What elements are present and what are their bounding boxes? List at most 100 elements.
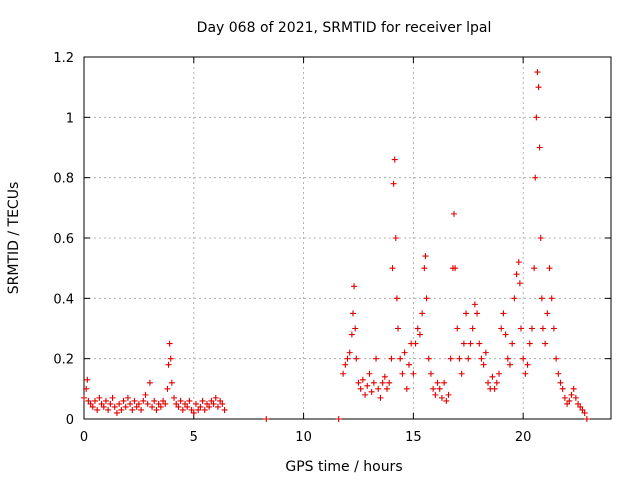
data-point <box>434 379 441 386</box>
data-point <box>190 409 197 416</box>
data-point <box>557 379 564 386</box>
data-point <box>564 400 571 407</box>
y-tick-label: 1.2 <box>53 51 74 66</box>
data-point <box>441 379 448 386</box>
data-point <box>217 397 224 404</box>
data-point <box>348 331 355 338</box>
data-point <box>214 403 221 410</box>
data-point <box>443 397 450 404</box>
data-point <box>263 416 270 422</box>
data-point <box>498 325 505 332</box>
y-tick-label: 1 <box>66 111 74 126</box>
data-point <box>351 283 358 290</box>
y-tick-label: 0 <box>66 413 74 428</box>
data-point <box>579 406 586 413</box>
data-point <box>375 385 382 392</box>
data-point <box>113 409 120 416</box>
data-point <box>177 397 184 404</box>
data-point <box>359 376 366 383</box>
data-point <box>460 340 467 347</box>
data-point <box>575 400 582 407</box>
data-point <box>197 403 204 410</box>
data-point <box>427 370 434 377</box>
data-point <box>81 394 87 401</box>
data-point <box>513 271 520 278</box>
data-point <box>182 400 189 407</box>
data-point <box>179 406 186 413</box>
data-point <box>221 406 228 413</box>
data-point <box>91 397 98 404</box>
data-point <box>516 280 523 287</box>
data-point <box>83 385 90 392</box>
data-point <box>485 379 492 386</box>
data-point <box>384 385 391 392</box>
data-point <box>458 370 465 377</box>
axis-ticks: 0 5 10 15 20 0 0.2 0.4 0.6 0.8 1 1.2 <box>53 51 611 445</box>
data-point <box>138 406 145 413</box>
data-point <box>471 301 478 308</box>
data-point <box>192 400 199 407</box>
data-point <box>553 355 560 362</box>
data-points <box>81 69 590 422</box>
data-point <box>534 69 541 76</box>
data-point <box>577 403 584 410</box>
data-point <box>188 406 195 413</box>
data-point <box>478 355 485 362</box>
data-point <box>171 394 178 401</box>
data-point <box>155 400 162 407</box>
data-point <box>542 340 549 347</box>
data-point <box>84 376 91 383</box>
data-point <box>496 370 503 377</box>
data-point <box>120 397 127 404</box>
data-point <box>423 295 430 302</box>
data-point <box>419 310 426 317</box>
data-point <box>127 400 134 407</box>
data-point <box>502 331 509 338</box>
data-point <box>522 370 529 377</box>
data-point <box>96 394 103 401</box>
data-point <box>175 403 182 410</box>
data-point <box>570 385 577 392</box>
x-tick-label: 5 <box>190 430 198 445</box>
data-point <box>340 370 347 377</box>
data-point <box>342 361 349 368</box>
data-point <box>203 400 210 407</box>
data-point <box>160 397 167 404</box>
data-point <box>538 295 545 302</box>
data-point <box>388 355 395 362</box>
data-point <box>395 325 402 332</box>
data-point <box>401 349 408 356</box>
data-point <box>566 397 573 404</box>
data-point <box>532 174 539 181</box>
data-point <box>335 416 342 422</box>
data-point <box>100 403 107 410</box>
data-point <box>528 325 535 332</box>
data-point <box>140 397 147 404</box>
data-point <box>195 406 202 413</box>
data-point <box>109 394 116 401</box>
data-point <box>370 379 377 386</box>
data-point <box>166 340 173 347</box>
data-point <box>515 259 522 266</box>
data-point <box>89 403 96 410</box>
data-point <box>506 361 513 368</box>
data-point <box>480 361 487 368</box>
data-point <box>531 265 538 272</box>
data-point <box>153 406 160 413</box>
x-tick-label: 10 <box>295 430 312 445</box>
data-point <box>168 379 175 386</box>
data-point <box>352 325 359 332</box>
data-point <box>430 385 437 392</box>
data-point <box>572 394 579 401</box>
data-point <box>476 340 483 347</box>
x-tick-label: 20 <box>515 430 532 445</box>
data-point <box>199 397 206 404</box>
data-point <box>482 349 489 356</box>
data-point <box>212 394 219 401</box>
data-point <box>133 403 140 410</box>
data-point <box>555 370 562 377</box>
data-point <box>366 370 373 377</box>
data-point <box>165 361 172 368</box>
data-point <box>399 370 406 377</box>
